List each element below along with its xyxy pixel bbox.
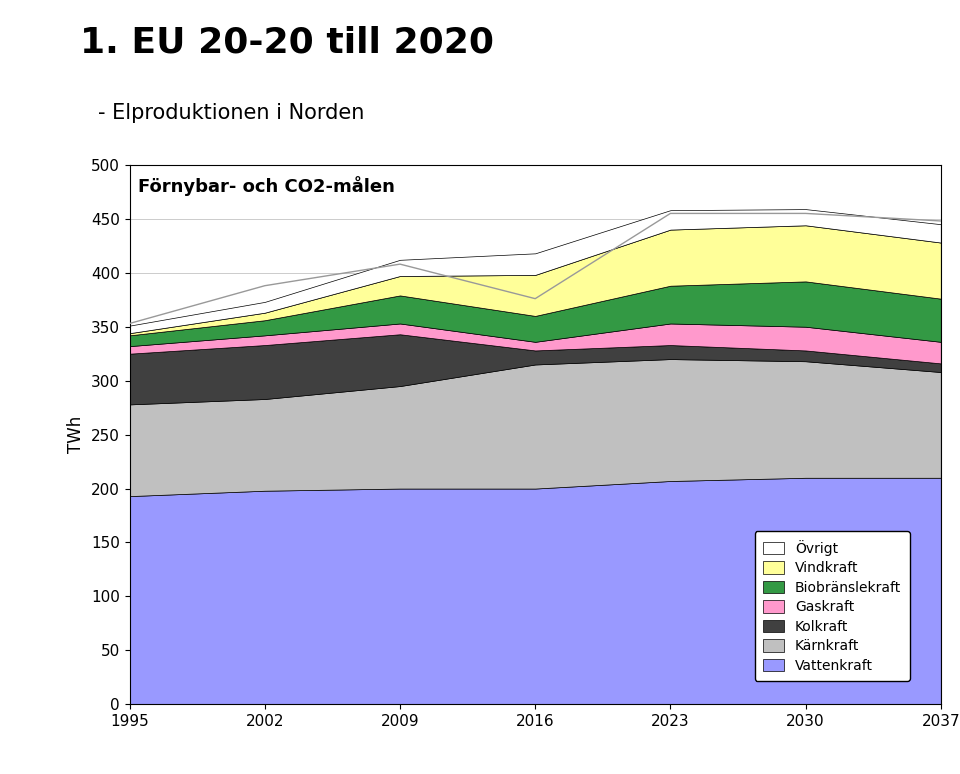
Y-axis label: TWh: TWh — [67, 416, 85, 454]
Text: Förnybar- och CO2-målen: Förnybar- och CO2-målen — [137, 176, 395, 196]
Legend: Övrigt, Vindkraft, Biobränslekraft, Gaskraft, Kolkraft, Kärnkraft, Vattenkraft: Övrigt, Vindkraft, Biobränslekraft, Gask… — [755, 531, 909, 681]
Text: 1. EU 20-20 till 2020: 1. EU 20-20 till 2020 — [81, 26, 494, 60]
Text: - Elproduktionen i Norden: - Elproduktionen i Norden — [98, 103, 365, 123]
